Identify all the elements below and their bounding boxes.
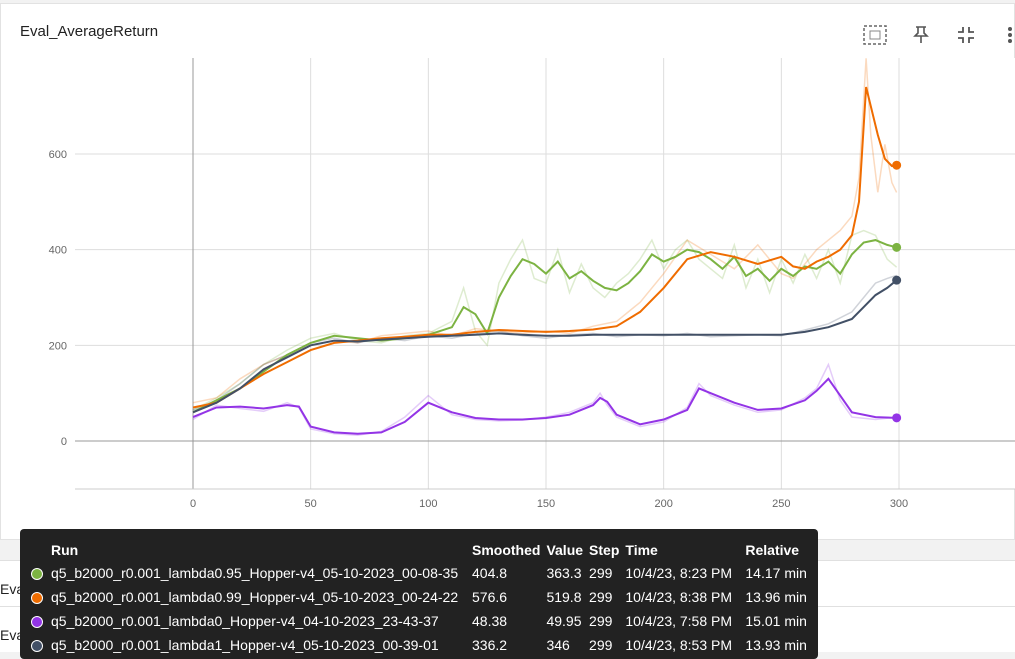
line-chart[interactable]: 0 50 100 150 200 250 300 0 200 400 600: [0, 0, 1015, 540]
row-step: 299: [589, 637, 613, 653]
row-value: 363.3: [546, 565, 582, 581]
header-step: Step: [589, 542, 620, 558]
row-relative: 14.17 min: [745, 565, 807, 581]
tooltip-header-row: Run Smoothed Value Step Time Relative: [28, 539, 810, 561]
series-line: [192, 86, 897, 409]
x-tick-label: 250: [772, 498, 790, 510]
collapse-icon[interactable]: [953, 22, 979, 48]
x-tick-label: 0: [190, 498, 196, 510]
x-tick-label: 100: [419, 498, 437, 510]
series-line: [192, 279, 898, 414]
series-raw-line: [192, 362, 897, 437]
series-end-point: [892, 160, 902, 170]
row-run: q5_b2000_r0.001_lambda0.95_Hopper-v4_05-…: [51, 565, 459, 581]
row-value: 346: [546, 637, 570, 653]
y-tick-label: 200: [49, 340, 67, 352]
card-title: Eval_AverageReturn: [20, 23, 159, 40]
header-relative: Relative: [745, 542, 800, 558]
fit-icon[interactable]: [862, 22, 888, 48]
series-swatch: [31, 640, 43, 653]
y-tick-label: 0: [61, 436, 67, 448]
row-time: 10/4/23, 8:53 PM: [625, 637, 733, 653]
row-step: 299: [589, 589, 613, 605]
tooltip-row: q5_b2000_r0.001_lambda0.95_Hopper-v4_05-…: [28, 561, 810, 585]
series-end-point: [892, 413, 902, 423]
row-smoothed: 48.38: [472, 613, 508, 629]
series-end-point: [892, 242, 902, 252]
tooltip-row: q5_b2000_r0.001_lambda0.99_Hopper-v4_05-…: [28, 585, 810, 609]
row-smoothed: 336.2: [472, 637, 508, 653]
series-raw-line: [192, 229, 898, 411]
row-time: 10/4/23, 7:58 PM: [625, 613, 733, 629]
header-value: Value: [546, 542, 584, 558]
row-smoothed: 576.6: [472, 589, 508, 605]
run-tooltip: Run Smoothed Value Step Time Relative q5…: [20, 529, 818, 659]
row-value: 519.8: [546, 589, 582, 605]
row-time: 10/4/23, 8:23 PM: [625, 565, 733, 581]
more-icon[interactable]: [997, 22, 1015, 48]
series-swatch: [31, 592, 43, 605]
tooltip-row: q5_b2000_r0.001_lambda0_Hopper-v4_04-10-…: [28, 609, 810, 633]
row-step: 299: [589, 565, 613, 581]
x-tick-label: 200: [654, 498, 672, 510]
x-tick-label: 300: [890, 498, 908, 510]
header-smoothed: Smoothed: [472, 542, 541, 558]
series-swatch: [31, 616, 43, 629]
pin-icon[interactable]: [908, 22, 934, 48]
header-time: Time: [625, 542, 658, 558]
row-run: q5_b2000_r0.001_lambda0.99_Hopper-v4_05-…: [51, 589, 459, 605]
x-tick-label: 150: [537, 498, 555, 510]
row-relative: 13.96 min: [745, 589, 807, 605]
y-tick-label: 400: [49, 245, 67, 257]
y-tick-label: 600: [49, 149, 67, 161]
row-run: q5_b2000_r0.001_lambda0_Hopper-v4_04-10-…: [51, 613, 439, 629]
x-tick-label: 50: [305, 498, 317, 510]
row-value: 49.95: [546, 613, 582, 629]
row-time: 10/4/23, 8:38 PM: [625, 589, 733, 605]
row-step: 299: [589, 613, 613, 629]
row-run: q5_b2000_r0.001_lambda1_Hopper-v4_05-10-…: [51, 637, 439, 653]
series-end-point: [892, 275, 902, 285]
header-run: Run: [51, 542, 79, 558]
tooltip-row: q5_b2000_r0.001_lambda1_Hopper-v4_05-10-…: [28, 633, 810, 657]
series-line: [192, 377, 897, 435]
row-smoothed: 404.8: [472, 565, 508, 581]
row-relative: 13.93 min: [745, 637, 807, 653]
row-relative: 15.01 min: [745, 613, 807, 629]
series-swatch: [31, 568, 43, 581]
tooltip-table: Run Smoothed Value Step Time Relative q5…: [28, 539, 810, 657]
